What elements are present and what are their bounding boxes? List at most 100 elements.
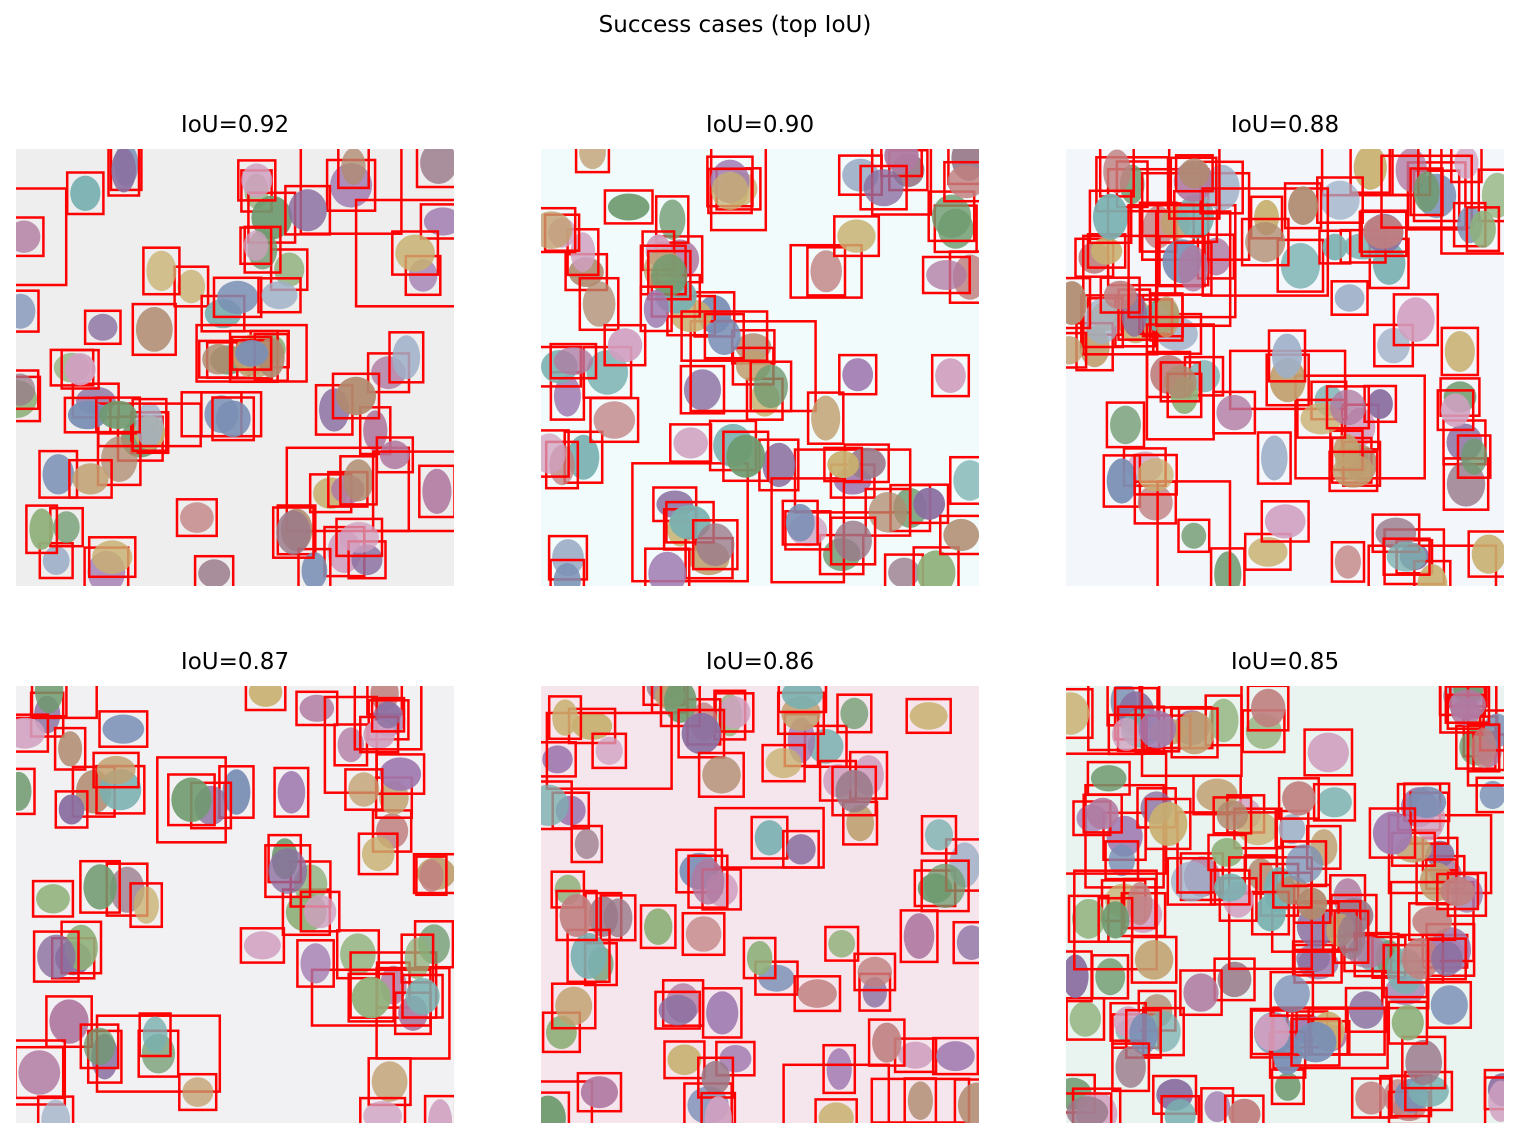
- cell-blob: [1214, 873, 1247, 902]
- detection-box: [555, 889, 598, 942]
- detection-box: [659, 686, 701, 728]
- detection-box: [749, 360, 793, 413]
- cell-blob: [53, 511, 80, 544]
- detection-box: [180, 391, 263, 438]
- detection-box: [16, 216, 45, 258]
- detection-box: [79, 1023, 120, 1070]
- cell-blob: [146, 250, 177, 292]
- cell-blob: [810, 250, 842, 293]
- cell-blob: [607, 193, 650, 221]
- cell-blob: [363, 410, 388, 452]
- cell-blob: [1355, 1081, 1388, 1115]
- cell-blob: [1066, 1096, 1109, 1123]
- cell-blob: [72, 463, 109, 495]
- cell-blob: [643, 289, 669, 328]
- cell-blob: [811, 395, 841, 441]
- cell-blob: [1471, 727, 1497, 769]
- cell-blob: [726, 434, 766, 478]
- detection-box: [95, 396, 142, 434]
- cell-blob: [405, 978, 440, 1015]
- detection-box: [1160, 1094, 1201, 1123]
- detection-box: [1201, 187, 1330, 297]
- detection-box: [949, 455, 979, 505]
- detection-box: [1256, 431, 1292, 485]
- cell-blob: [1440, 393, 1471, 427]
- cell-overlay-4: [16, 686, 454, 1123]
- detection-box: [1091, 954, 1130, 1000]
- detection-box: [1392, 293, 1440, 347]
- detection-box: [639, 285, 673, 333]
- cell-blob: [1372, 811, 1412, 855]
- cell-blob: [1272, 333, 1302, 379]
- detection-box: [1483, 1076, 1504, 1123]
- detection-box: [1330, 280, 1369, 316]
- detection-box: [131, 397, 168, 452]
- cell-blob: [375, 701, 401, 729]
- cell-blob: [1092, 193, 1129, 240]
- cell-blob: [1375, 517, 1417, 549]
- detection-box: [870, 149, 933, 216]
- detection-box: [920, 814, 958, 855]
- detection-box: [663, 1040, 706, 1080]
- detection-box: [60, 348, 100, 390]
- detection-box: [1223, 1094, 1265, 1123]
- detection-box: [639, 904, 677, 950]
- detection-box: [1330, 540, 1366, 583]
- cell-blob: [1431, 941, 1463, 977]
- cell-blob: [379, 440, 410, 470]
- cell-blob: [827, 450, 859, 479]
- cell-blob: [1471, 534, 1504, 574]
- detection-box: [1099, 276, 1141, 314]
- cell-blob: [1103, 149, 1131, 194]
- cell-blob: [555, 986, 593, 1026]
- cell-blob: [691, 858, 725, 905]
- cell-blob: [669, 505, 711, 540]
- detection-box: [1281, 840, 1328, 888]
- cell-overlay-3: [1066, 149, 1504, 586]
- detection-box: [707, 167, 753, 215]
- cell-blob: [1461, 438, 1488, 475]
- cell-blob: [1396, 297, 1435, 343]
- panel-image-5: [541, 686, 979, 1123]
- cell-blob: [644, 908, 673, 945]
- cell-blob: [685, 916, 722, 952]
- detection-box: [1303, 728, 1354, 777]
- cell-blob: [1095, 958, 1126, 996]
- cell-blob: [1254, 1013, 1290, 1051]
- cell-blob: [1103, 280, 1137, 310]
- detection-box: [777, 686, 828, 714]
- cell-blob: [907, 1081, 933, 1120]
- cell-blob: [1440, 877, 1475, 906]
- cell-blob: [288, 189, 327, 232]
- detection-box: [239, 927, 286, 964]
- detection-box: [687, 854, 729, 909]
- cell-blob: [840, 697, 869, 730]
- cell-blob: [847, 447, 886, 480]
- cell-blob: [1273, 975, 1310, 1013]
- cell-blob: [64, 353, 96, 386]
- cell-blob: [202, 343, 235, 375]
- detection-box: [1465, 206, 1501, 253]
- cell-blob: [1251, 688, 1286, 728]
- cell-blob: [936, 1041, 975, 1072]
- cell-blob: [1322, 233, 1348, 261]
- cell-blob: [719, 1045, 752, 1073]
- cell-blob: [1367, 389, 1393, 419]
- detection-box: [1066, 331, 1088, 369]
- cell-blob: [171, 777, 212, 823]
- cell-blob: [754, 820, 785, 856]
- cell-blob: [541, 784, 569, 826]
- cell-blob: [935, 358, 966, 393]
- detection-box: [789, 243, 863, 299]
- cell-blob: [1069, 1001, 1101, 1037]
- detection-box: [1246, 686, 1290, 732]
- cell-blob: [931, 194, 972, 238]
- cell-blob: [1091, 237, 1123, 265]
- cell-blob: [924, 863, 966, 909]
- detection-box: [681, 911, 726, 957]
- detection-box: [859, 164, 908, 211]
- cell-blob: [916, 550, 956, 586]
- detection-box: [714, 806, 825, 869]
- detection-box: [391, 230, 440, 276]
- cell-blob: [1149, 802, 1188, 846]
